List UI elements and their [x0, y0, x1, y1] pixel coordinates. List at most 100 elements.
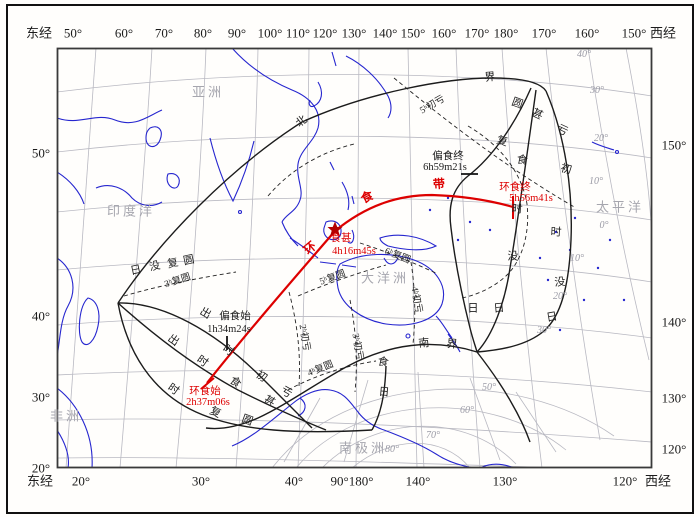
axis-top-label: 150° — [621, 25, 647, 41]
geo-label: 南极洲 — [338, 440, 388, 456]
central-line — [206, 193, 514, 384]
axis-top-label: 170° — [531, 25, 557, 41]
axis-bottom-label: 西经 — [644, 473, 672, 489]
graticule-label: 20° — [594, 133, 608, 144]
curve-char: 没 — [507, 250, 519, 263]
sunset-last-contact-curve — [449, 87, 532, 353]
south-hook-curve — [371, 365, 387, 431]
axis-left-label: 20° — [31, 460, 51, 476]
graticule-label: 0° — [599, 220, 609, 231]
annular-band-char: 带 — [432, 176, 446, 192]
axis-bottom-label: 40° — [284, 473, 304, 489]
curve-char: 界 — [446, 338, 459, 351]
north-limit-curve — [117, 77, 547, 304]
contact-label: 6h59m21s — [423, 161, 467, 173]
sunset-first-contact-curve — [476, 90, 572, 353]
hour-curves-dashed — [123, 77, 577, 393]
graticule-label: 10° — [570, 253, 584, 264]
plot-border — [56, 47, 653, 469]
contact-label: 5h56m41s — [509, 192, 553, 204]
curve-char: 时 — [511, 203, 523, 216]
geo-label: 亚洲 — [191, 84, 225, 100]
axis-right-label: 140° — [661, 314, 687, 330]
axis-right-label: 150° — [661, 137, 687, 153]
curve-char: 日 — [378, 386, 391, 399]
axis-top-label: 180° — [493, 25, 519, 41]
axis-top-label: 170° — [464, 25, 490, 41]
graticule — [58, 49, 651, 467]
axis-bottom-label: 120° — [612, 473, 638, 489]
axis-top-label: 120° — [312, 25, 338, 41]
axis-top-label: 东经 — [25, 25, 53, 41]
axis-top-label: 90° — [227, 25, 247, 41]
sunrise-greatest-curve — [117, 302, 327, 431]
axis-top-label: 100° — [257, 25, 283, 41]
axis-bottom-label: 东经 — [26, 473, 54, 489]
curve-char: 没 — [553, 276, 566, 289]
contact-label: 偏食始 — [219, 310, 251, 322]
axis-top-label: 80° — [193, 25, 213, 41]
geo-label: 大洋洲 — [360, 270, 410, 286]
axis-left-label: 50° — [31, 145, 51, 161]
axis-top-label: 西经 — [649, 25, 677, 41]
south-limit-curve — [205, 343, 478, 430]
curve-char: 南 — [417, 337, 430, 350]
axis-right-label: 120° — [661, 441, 687, 457]
sunrise-last-contact-curve — [117, 302, 373, 433]
curve-char: 日 — [545, 310, 559, 325]
geo-label: 非洲 — [49, 408, 83, 424]
geo-label: 印度洋 — [106, 203, 156, 219]
axis-left-label: 40° — [31, 308, 51, 324]
figure-border — [6, 4, 694, 514]
graticule-label: 10° — [589, 176, 603, 187]
island-dots — [428, 196, 626, 332]
curve-char: 食 — [515, 153, 529, 168]
graticule-label: 50° — [482, 382, 496, 393]
curve-char: 圆 — [182, 253, 196, 268]
axis-bottom-label: 140° — [405, 473, 431, 489]
axis-bottom-label: 30° — [191, 473, 211, 489]
curve-char: 食 — [376, 355, 390, 370]
axis-top-label: 160° — [574, 25, 600, 41]
graticule-label: 60° — [460, 405, 474, 416]
graticule-label: 30° — [537, 325, 551, 336]
axis-left-label: 30° — [31, 389, 51, 405]
contact-label: 2h37m06s — [186, 396, 230, 408]
sunset-greatest-curve — [476, 89, 537, 353]
contact-label: 环食始 — [189, 385, 221, 397]
annular-central-path — [200, 193, 514, 390]
axis-right-label: 130° — [661, 390, 687, 406]
coastlines — [58, 49, 626, 467]
graticule-label: 80° — [385, 444, 399, 455]
contact-ticks — [226, 173, 478, 350]
eclipse-boundary-curves — [117, 77, 572, 443]
axis-top-label: 150° — [400, 25, 426, 41]
curve-char: 日 — [492, 302, 505, 315]
curve-char: 日 — [467, 302, 479, 315]
curve-char: 时 — [550, 226, 562, 239]
curve-char: 界 — [483, 71, 496, 84]
graticule-label: 30° — [590, 85, 604, 96]
axis-bottom-label: 90°180° — [330, 473, 374, 489]
contact-label: 食甚 — [330, 232, 352, 244]
contact-label: 1h34m24s — [207, 323, 251, 335]
geo-label: 太平洋 — [595, 199, 645, 215]
contact-label: 4h16m45s — [332, 245, 376, 257]
axis-top-label: 130° — [341, 25, 367, 41]
graticule-label: 20° — [553, 291, 567, 302]
sunrise-first-contact-curve — [117, 302, 313, 429]
axis-top-label: 140° — [372, 25, 398, 41]
axis-bottom-label: 20° — [71, 473, 91, 489]
axis-top-label: 60° — [114, 25, 134, 41]
greatest-eclipse-star — [327, 221, 343, 236]
axis-top-label: 160° — [431, 25, 457, 41]
axis-bottom-label: 130° — [492, 473, 518, 489]
annular-begin-tick — [200, 377, 215, 390]
graticule-label: 40° — [577, 49, 591, 60]
axis-top-label: 70° — [154, 25, 174, 41]
axis-top-label: 50° — [63, 25, 83, 41]
curve-char: 没 — [148, 259, 162, 274]
contact-label: 环食终 — [499, 181, 531, 193]
